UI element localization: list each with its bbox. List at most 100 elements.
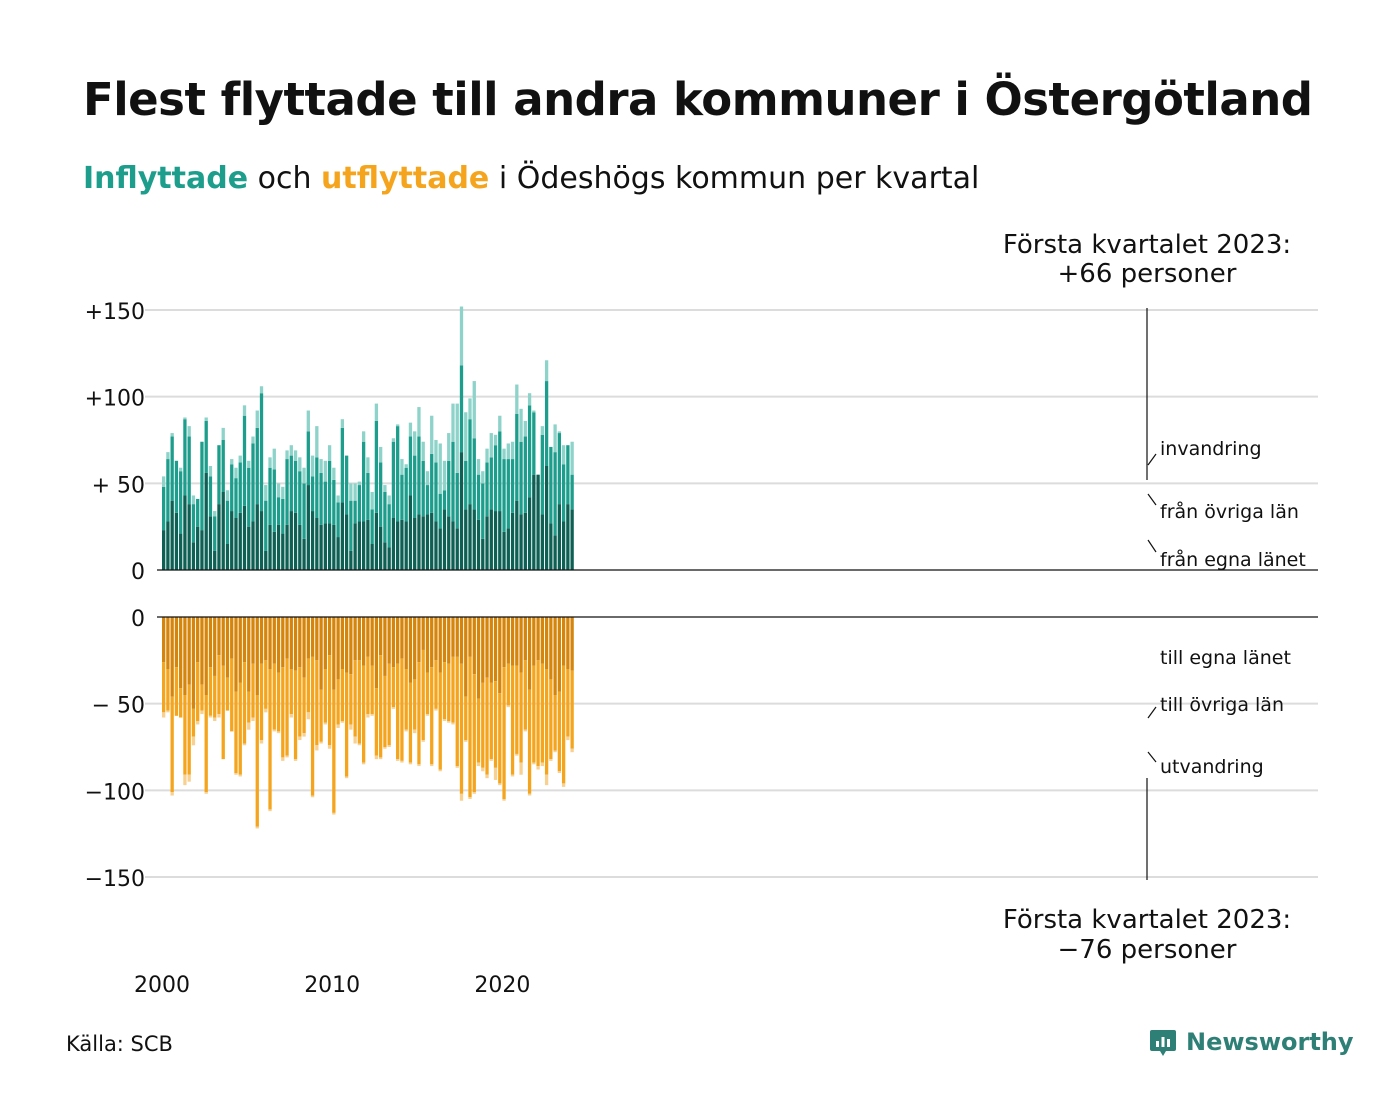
bar-out-ovriga [238, 682, 242, 775]
bar-out-egna [242, 617, 247, 663]
bar-in-invandring [464, 412, 468, 461]
bar-out-ovriga [298, 667, 302, 737]
bar-out-utvandring [213, 717, 217, 721]
bar-in-egna [489, 509, 493, 570]
bar-out-egna [404, 617, 408, 669]
bar-in-egna [476, 519, 481, 570]
bar-out-utvandring [357, 743, 362, 746]
bar-in-ovriga [191, 504, 196, 543]
bar-in-egna [417, 514, 421, 570]
bar-in-invandring [413, 431, 417, 456]
bar-out-egna [425, 617, 430, 673]
bar-out-utvandring [234, 773, 238, 775]
bar-in-egna [557, 504, 562, 570]
leader-invandring [1147, 453, 1157, 466]
bar-in-invandring [510, 441, 515, 460]
bar-out-utvandring [306, 712, 310, 720]
bar-out-ovriga [493, 681, 498, 768]
bar-in-egna [383, 542, 387, 570]
bar-in-egna [285, 524, 289, 570]
bar-out-ovriga [421, 649, 425, 741]
bar-in-egna [549, 523, 553, 570]
bar-in-ovriga [498, 431, 502, 512]
bar-out-utvandring [430, 764, 434, 767]
y-tick-label-upper: +100 [85, 387, 145, 412]
bar-out-utvandring [489, 759, 493, 761]
bar-out-egna [510, 617, 515, 666]
bar-out-ovriga [502, 667, 506, 799]
bar-in-invandring [264, 485, 268, 501]
bar-out-utvandring [302, 733, 306, 737]
bar-out-ovriga [459, 663, 464, 794]
bar-out-egna [391, 617, 396, 668]
bar-out-utvandring [208, 715, 213, 718]
bar-out-utvandring [310, 795, 315, 798]
bar-out-ovriga [302, 677, 306, 734]
bar-out-ovriga [523, 660, 527, 730]
bar-in-invandring [315, 426, 319, 458]
bar-in-ovriga [238, 462, 242, 513]
bar-in-ovriga [230, 464, 234, 512]
bar-in-ovriga [472, 438, 476, 510]
bar-in-ovriga [396, 426, 400, 522]
bar-in-egna [323, 523, 327, 570]
bar-out-ovriga [464, 696, 468, 741]
bar-in-ovriga [476, 474, 481, 520]
bar-out-egna [191, 617, 196, 709]
bar-out-ovriga [468, 656, 472, 798]
bar-in-ovriga [353, 500, 357, 524]
bar-in-invandring [374, 403, 379, 421]
bar-out-ovriga [208, 667, 213, 716]
bar-in-invandring [204, 417, 208, 421]
bar-out-egna [553, 617, 557, 695]
bar-out-ovriga [225, 677, 230, 711]
gridlines [145, 309, 1318, 878]
bar-in-ovriga [391, 441, 396, 518]
bar-out-utvandring [166, 710, 170, 713]
bar-in-invandring [162, 476, 166, 487]
bar-out-utvandring [455, 766, 459, 768]
bar-out-ovriga [536, 660, 540, 767]
bar-in-invandring [481, 471, 485, 484]
bar-in-invandring [476, 459, 481, 475]
bar-out-utvandring [515, 753, 519, 756]
bar-out-ovriga [162, 662, 166, 713]
bar-in-egna [336, 537, 340, 570]
bar-out-ovriga [340, 669, 345, 721]
bar-in-ovriga [421, 460, 425, 517]
bar-in-egna [272, 531, 276, 570]
bar-out-ovriga [549, 679, 553, 760]
bar-in-egna [213, 550, 217, 570]
bar-out-ovriga [430, 667, 434, 765]
bar-in-egna [464, 509, 468, 570]
bar-out-egna [353, 617, 357, 661]
bar-out-utvandring [191, 736, 196, 746]
chart-svg: 0 + 50 +100 +150 0 − 50 −100 −150 2000 2010 2020 F… [85, 230, 1318, 998]
bar-in-egna [481, 538, 485, 570]
bar-in-egna [162, 530, 166, 570]
source-note: Källa: SCB [66, 1032, 173, 1056]
bar-in-invandring [302, 467, 306, 484]
bar-in-invandring [166, 452, 170, 460]
bar-in-egna [472, 509, 476, 570]
bar-out-egna [323, 617, 327, 669]
bar-in-egna [310, 511, 315, 570]
bar-in-ovriga [196, 498, 200, 527]
bar-in-invandring [459, 306, 464, 366]
bar-in-invandring [425, 471, 430, 486]
bar-out-utvandring [447, 721, 451, 723]
bar-out-egna [374, 617, 379, 689]
bar-out-ovriga [293, 670, 298, 760]
bar-out-egna [408, 617, 413, 683]
bar-out-ovriga [264, 660, 268, 709]
bar-in-ovriga [485, 462, 489, 517]
bar-in-egna [327, 523, 332, 570]
bar-out-ovriga [183, 695, 187, 775]
bar-out-egna [540, 617, 544, 664]
bar-in-invandring [438, 443, 442, 494]
bar-out-utvandring [557, 771, 562, 773]
bar-in-ovriga [481, 483, 485, 539]
bar-out-utvandring [319, 741, 323, 744]
bar-in-egna [498, 511, 502, 570]
annotation-top-line2: +66 personer [1058, 259, 1237, 289]
